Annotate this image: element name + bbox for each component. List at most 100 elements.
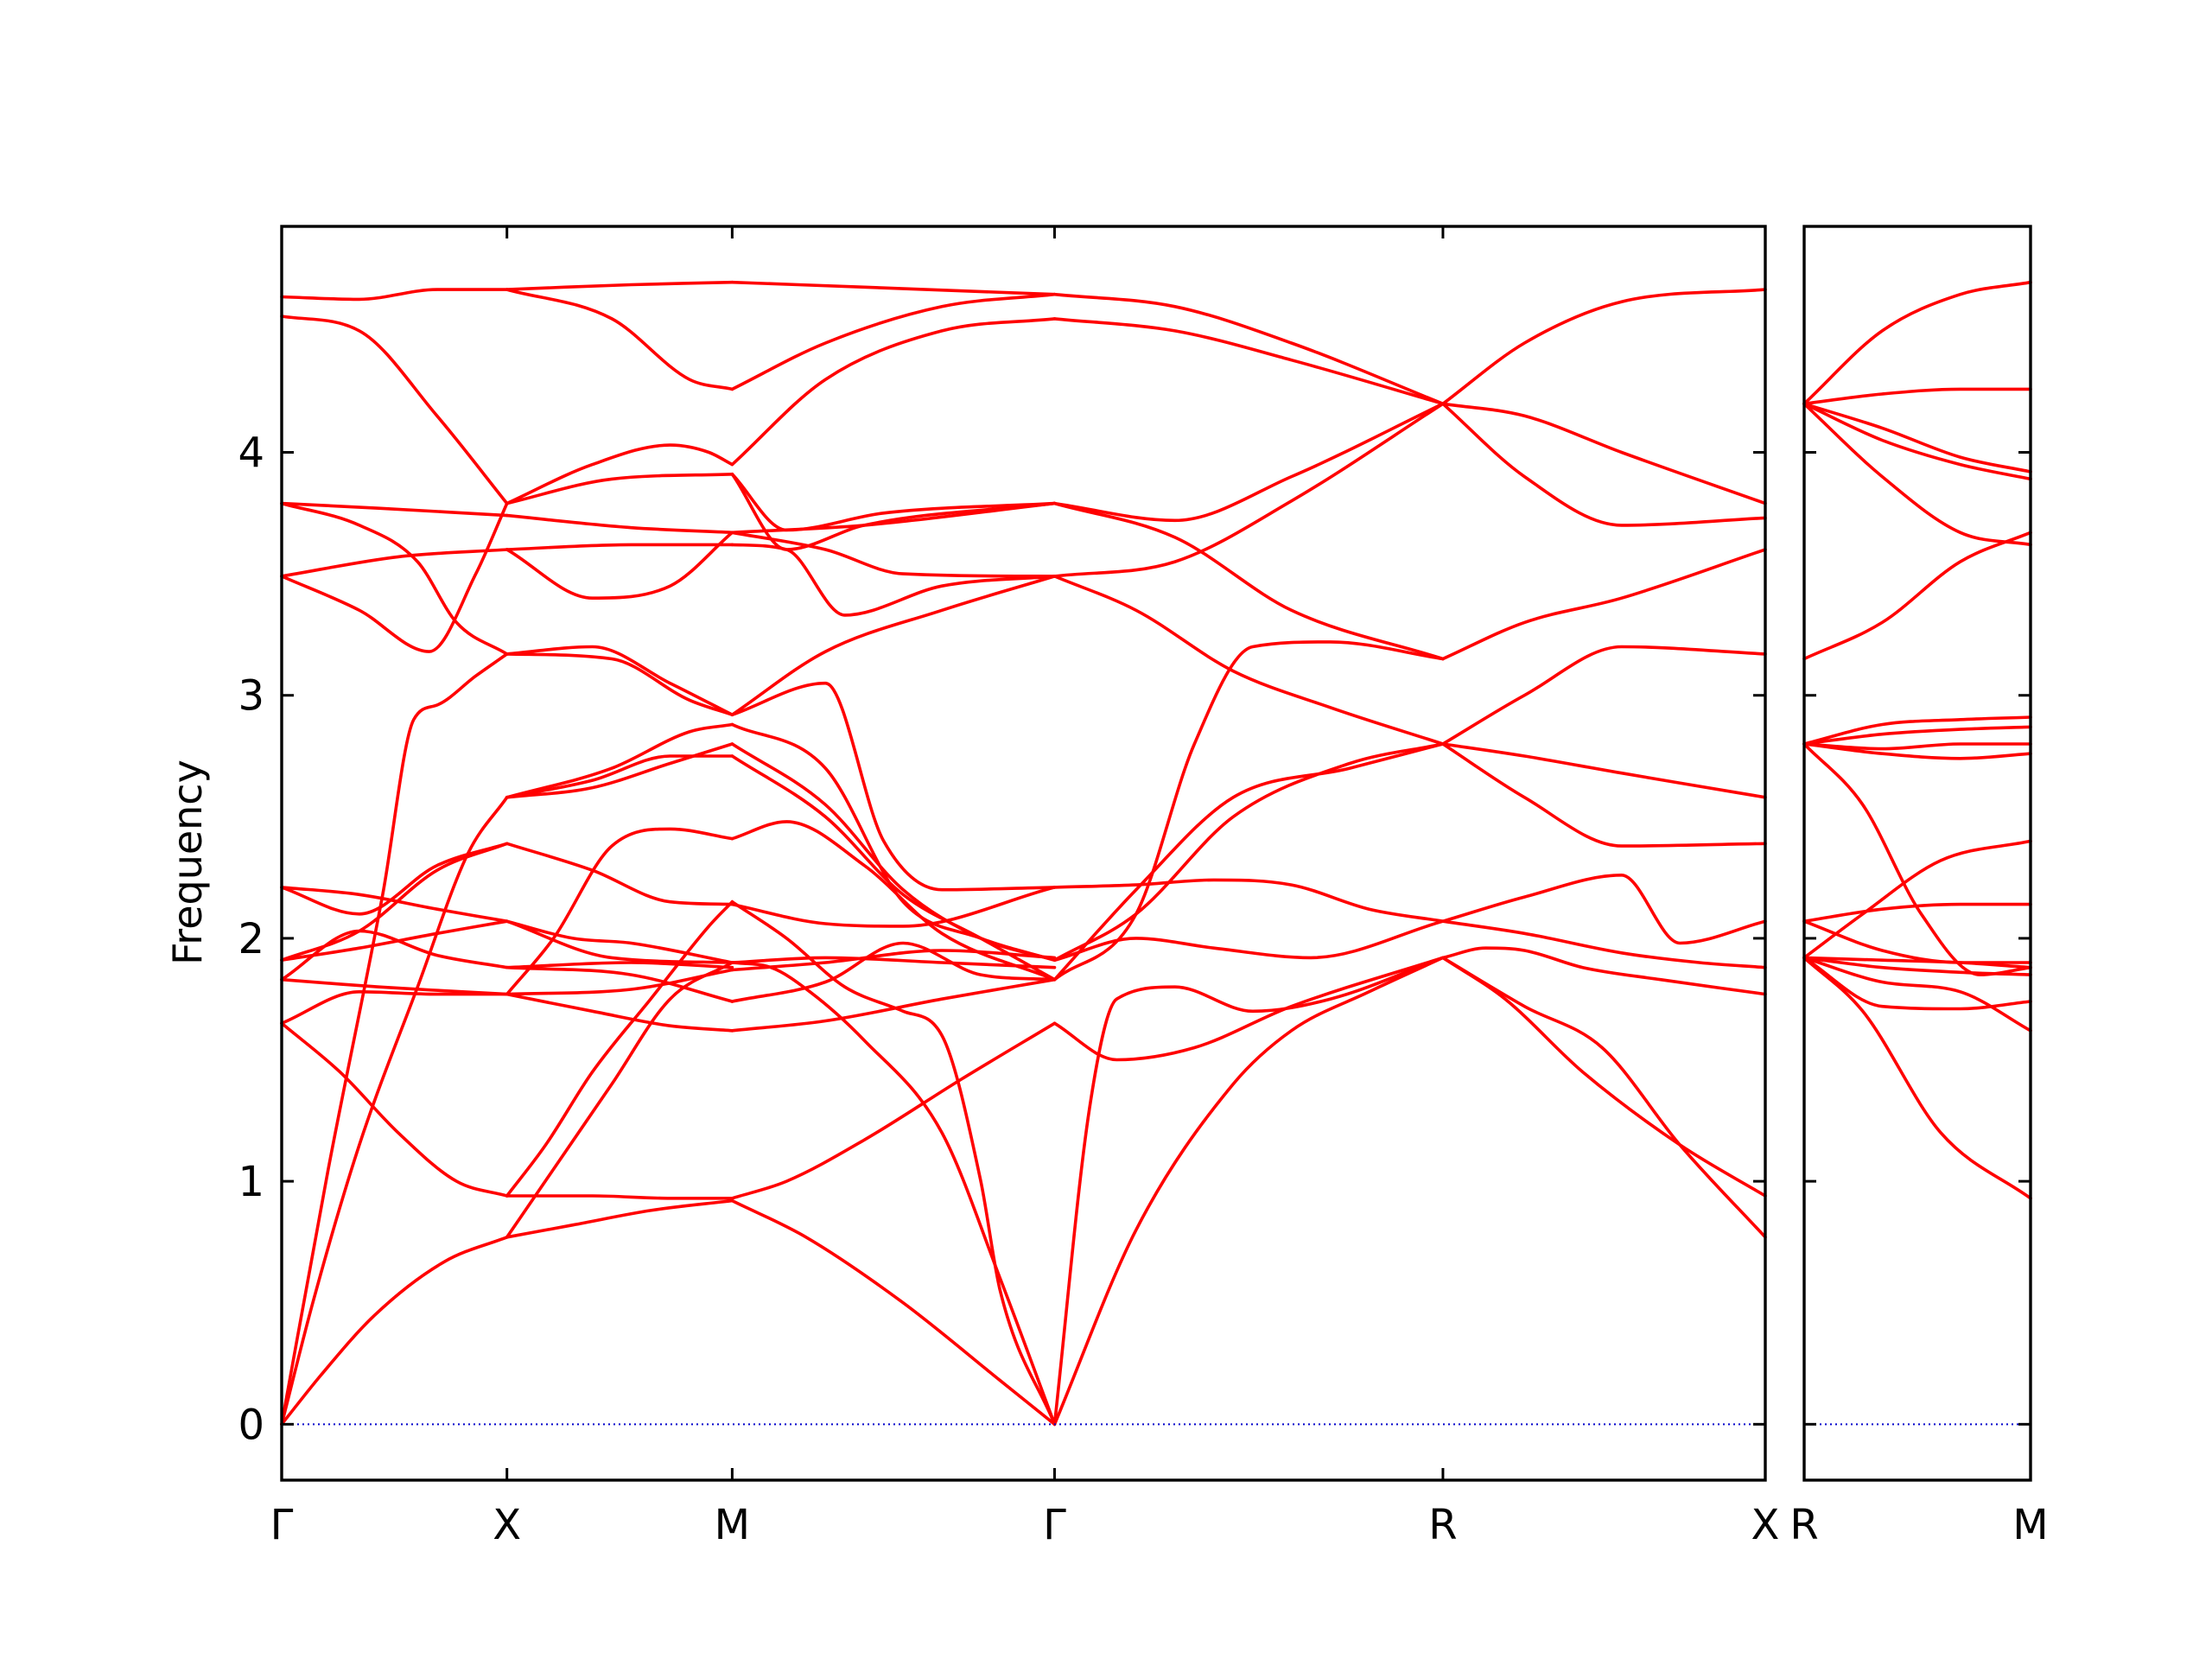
main-band-56 [1441,742,1767,848]
side-band-10 [1802,742,2032,976]
main-band-76 [730,317,1057,467]
main-band-58 [1052,640,1445,982]
main-band-42 [505,722,734,799]
x-tick-label-X: X [1751,1501,1780,1549]
main-band-8 [505,899,734,1198]
main-band-52 [1052,956,1445,1062]
main-band-48 [1052,742,1445,962]
main-band-66 [1441,288,1767,406]
main-band-35 [730,886,1057,928]
side-plot-frame [1802,225,2032,1482]
side-band-1 [1802,387,2032,406]
side-band-9 [1802,742,2032,760]
main-band-46 [730,575,1057,716]
main-band-38 [505,754,734,799]
main-band-83 [280,501,509,656]
side-band-8 [1802,742,2032,751]
y-tick-label: 2 [238,915,264,963]
main-band-60 [1441,645,1767,746]
main-band-73 [505,288,734,391]
main-band-69 [280,315,509,505]
main-band-45 [730,681,1057,892]
main-band-21 [505,968,734,996]
main-band-65 [1052,292,1445,406]
main-band-87 [730,543,1057,617]
x-tick-label-R: R [1428,1501,1457,1549]
main-band-49 [1052,742,1445,982]
main-band-89 [730,531,1057,578]
main-panel: 0 1 2 3 4 Γ X M Γ R X [238,225,1779,1549]
main-band-14 [1441,956,1767,1239]
side-band-0 [1802,280,2032,406]
main-band-64 [1052,317,1445,406]
side-band-13 [1802,919,2032,964]
side-band-lines [1802,280,2032,1200]
x-tick-label-Γ: Γ [270,1501,294,1549]
main-band-51 [1052,919,1445,962]
main-band-88 [505,531,734,600]
main-band-22 [505,965,734,1003]
x-tick-label-M: M [2012,1501,2048,1549]
main-band-28 [505,961,734,969]
main-band-19 [730,977,1057,1033]
main-band-4 [280,652,509,1427]
side-band-11 [1802,902,2032,923]
main-band-44 [505,652,734,716]
side-band-5 [1802,531,2032,661]
main-band-77 [505,473,734,505]
main-band-31 [505,919,734,964]
main-band-81 [505,513,734,535]
main-band-7 [730,1021,1057,1200]
main-band-0 [280,1236,509,1427]
side-band-12 [1802,839,2032,960]
main-band-57 [1052,575,1445,746]
main-band-6 [505,1194,734,1200]
main-band-13 [1052,956,1445,1427]
y-tick-label: 0 [238,1401,264,1449]
main-band-27 [280,929,509,982]
main-band-16 [1441,946,1767,996]
main-band-68 [1441,402,1767,505]
main-band-55 [1441,742,1767,799]
side-band-2 [1802,402,2032,474]
main-band-82 [730,501,1057,535]
main-band-63 [1052,402,1445,523]
main-band-40 [505,742,734,799]
main-band-62 [1052,402,1445,578]
main-band-25 [730,956,1057,969]
main-band-23 [730,941,1057,1003]
main-band-67 [1441,402,1767,527]
main-band-32 [280,842,509,962]
side-band-4 [1802,402,2032,547]
main-band-20 [280,977,509,996]
main-band-61 [1052,501,1445,661]
main-band-85 [280,548,509,578]
main-band-15 [1441,956,1767,1198]
x-tick-label-M: M [715,1501,750,1549]
main-band-10 [730,899,1057,1427]
main-band-2 [730,1198,1057,1427]
main-band-79 [730,473,1057,551]
side-band-16 [1802,956,2032,1011]
main-axis-ticks: 0 1 2 3 4 Γ X M Γ R X [238,226,1779,1549]
main-band-74 [730,292,1057,391]
side-band-3 [1802,402,2032,481]
main-band-lines [280,280,1767,1427]
main-band-72 [730,280,1057,296]
main-band-36 [505,827,734,996]
main-band-18 [505,992,734,1033]
side-band-15 [1802,956,2032,976]
main-band-86 [505,543,734,551]
main-band-37 [730,820,1057,982]
x-tick-label-R: R [1789,1501,1818,1549]
x-tick-label-X: X [493,1501,521,1549]
main-band-24 [730,949,1057,972]
main-band-47 [505,645,734,716]
main-band-54 [1441,919,1767,969]
main-band-12 [1052,956,1445,1427]
main-band-84 [280,501,509,653]
main-band-5 [280,1021,509,1198]
side-band-6 [1802,715,2032,746]
